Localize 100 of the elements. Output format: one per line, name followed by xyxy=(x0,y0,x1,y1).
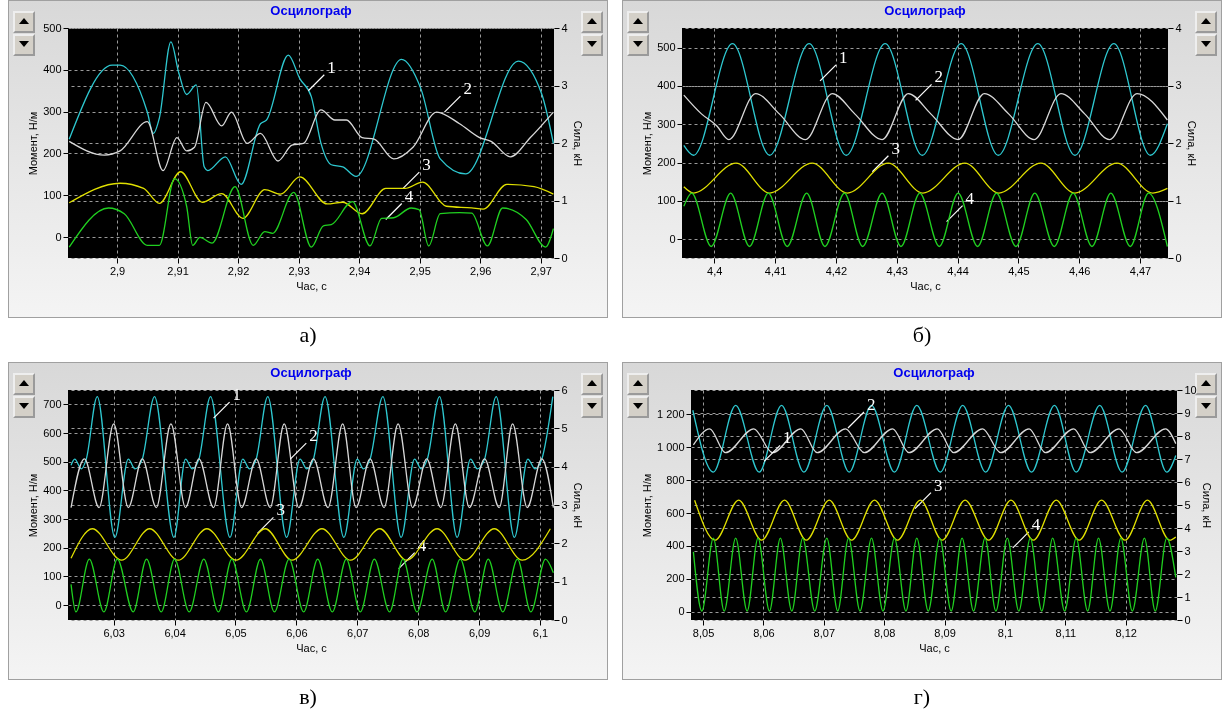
annotation: 3 xyxy=(891,138,900,158)
y2-tick-label: 8 xyxy=(1184,429,1191,442)
y2-tick-label: 0 xyxy=(561,251,568,264)
x-tick-label: 2,9 xyxy=(109,264,126,277)
annotation: 3 xyxy=(933,475,943,495)
x-tick-label: 4,41 xyxy=(764,264,787,277)
line-series xyxy=(68,41,555,186)
y2-tick-label: 6 xyxy=(1184,475,1191,488)
y-tick-label: 0 xyxy=(669,232,676,245)
y-tick-label: 200 xyxy=(43,146,62,159)
y-tick-label: 400 xyxy=(666,539,685,552)
annotation: 2 xyxy=(934,67,944,87)
y-tick-label: 400 xyxy=(657,79,676,92)
y-tick-label: 1 200 xyxy=(656,407,685,420)
y2-tick-label: 0 xyxy=(1175,251,1182,264)
annotation: 1 xyxy=(327,57,336,77)
y-tick-label: 100 xyxy=(657,194,676,207)
x-tick-label: 8,07 xyxy=(813,626,836,639)
x-tick-label: 6,04 xyxy=(164,626,186,639)
y-axis-title: Момент, Н/м xyxy=(640,473,653,538)
line-series xyxy=(68,171,555,219)
text: в) xyxy=(298,684,318,710)
line-series xyxy=(68,101,555,172)
chart-title: Осцилограф xyxy=(270,3,352,18)
y-tick-label: 0 xyxy=(678,605,685,618)
x-tick-label: 4,47 xyxy=(1129,264,1152,277)
y-tick-label: 0 xyxy=(55,230,62,243)
y2-tick-label: 7 xyxy=(1184,452,1191,465)
y2-axis-title: Сила, кН xyxy=(1200,482,1213,529)
y2-tick-label: 3 xyxy=(561,79,568,91)
y2-tick-label: 0 xyxy=(1184,613,1191,626)
y2-tick-label: 3 xyxy=(1184,544,1191,557)
y2-tick-label: 5 xyxy=(561,421,568,434)
line-series xyxy=(683,92,1169,141)
x-axis-title: Час, с xyxy=(919,641,951,654)
x-tick-label: 2,92 xyxy=(227,264,250,277)
y2-tick-label: 4 xyxy=(561,460,568,473)
x-axis-title: Час, с xyxy=(910,279,942,292)
line-series xyxy=(692,537,1177,612)
text: г) xyxy=(912,684,932,710)
line-series xyxy=(683,43,1169,156)
y-tick-label: 400 xyxy=(43,483,62,496)
y2-axis-title: Сила, кН xyxy=(571,482,584,529)
x-tick-label: 4,42 xyxy=(825,264,848,277)
y-axis-title: Момент, Н/м xyxy=(641,111,654,176)
y-axis-title: Момент, Н/м xyxy=(27,473,40,538)
y2-axis-title: Сила, кН xyxy=(571,120,584,167)
x-tick-label: 4,43 xyxy=(886,264,908,277)
y2-tick-label: 4 xyxy=(1184,521,1191,534)
y-tick-label: 1 000 xyxy=(656,440,685,453)
y2-tick-label: 1 xyxy=(1184,590,1191,603)
x-tick-label: 6,1 xyxy=(532,626,549,639)
y2-tick-label: 3 xyxy=(1175,79,1182,91)
annotation: 4 xyxy=(1031,514,1041,534)
line-series xyxy=(68,178,555,248)
y-tick-label: 100 xyxy=(43,569,62,582)
y-tick-label: 500 xyxy=(657,41,676,54)
y2-tick-label: 1 xyxy=(561,575,568,588)
y2-tick-label: 9 xyxy=(1184,406,1191,419)
annotation: 2 xyxy=(463,79,472,99)
x-tick-label: 6,03 xyxy=(103,626,125,639)
x-tick-label: 2,93 xyxy=(288,264,310,277)
x-tick-label: 8,11 xyxy=(1055,626,1077,639)
y2-tick-label: 2 xyxy=(1184,567,1191,580)
x-tick-label: 2,91 xyxy=(167,264,189,277)
y-tick-label: 200 xyxy=(43,541,62,554)
y2-tick-label: 2 xyxy=(561,536,568,549)
text: б) xyxy=(911,322,933,348)
x-tick-label: 8,08 xyxy=(873,626,896,639)
line-series xyxy=(683,162,1169,194)
x-tick-label: 8,05 xyxy=(692,626,715,639)
y-tick-label: 500 xyxy=(43,21,62,34)
y-tick-label: 0 xyxy=(55,598,62,611)
y-tick-label: 500 xyxy=(43,455,62,468)
y2-tick-label: 0 xyxy=(561,613,568,626)
x-tick-label: 4,44 xyxy=(947,264,969,277)
x-tick-label: 6,09 xyxy=(468,626,491,639)
y2-axis-title: Сила, кН xyxy=(1185,120,1198,167)
y-tick-label: 600 xyxy=(666,506,685,519)
y-tick-label: 300 xyxy=(43,512,62,525)
x-axis-title: Час, с xyxy=(296,279,328,292)
y2-tick-label: 1 xyxy=(1175,194,1182,206)
chart-title: Осцилограф xyxy=(893,365,975,380)
x-tick-label: 6,08 xyxy=(407,626,430,639)
chart-title: Осцилограф xyxy=(884,3,966,18)
line-series xyxy=(70,558,555,613)
y-tick-label: 700 xyxy=(43,397,62,410)
x-tick-label: 8,1 xyxy=(997,626,1014,639)
x-tick-label: 2,97 xyxy=(530,264,552,277)
x-tick-label: 8,09 xyxy=(934,626,956,639)
annotation: 1 xyxy=(232,385,242,405)
x-tick-label: 6,07 xyxy=(347,626,369,639)
y-tick-label: 300 xyxy=(43,105,62,118)
y2-tick-label: 5 xyxy=(1184,498,1191,511)
y2-tick-label: 2 xyxy=(1175,136,1182,149)
annotation: 4 xyxy=(404,186,414,206)
x-tick-label: 2,95 xyxy=(409,264,431,277)
text: а) xyxy=(298,322,318,348)
y-tick-label: 200 xyxy=(666,572,685,585)
x-tick-label: 4,46 xyxy=(1068,264,1091,277)
